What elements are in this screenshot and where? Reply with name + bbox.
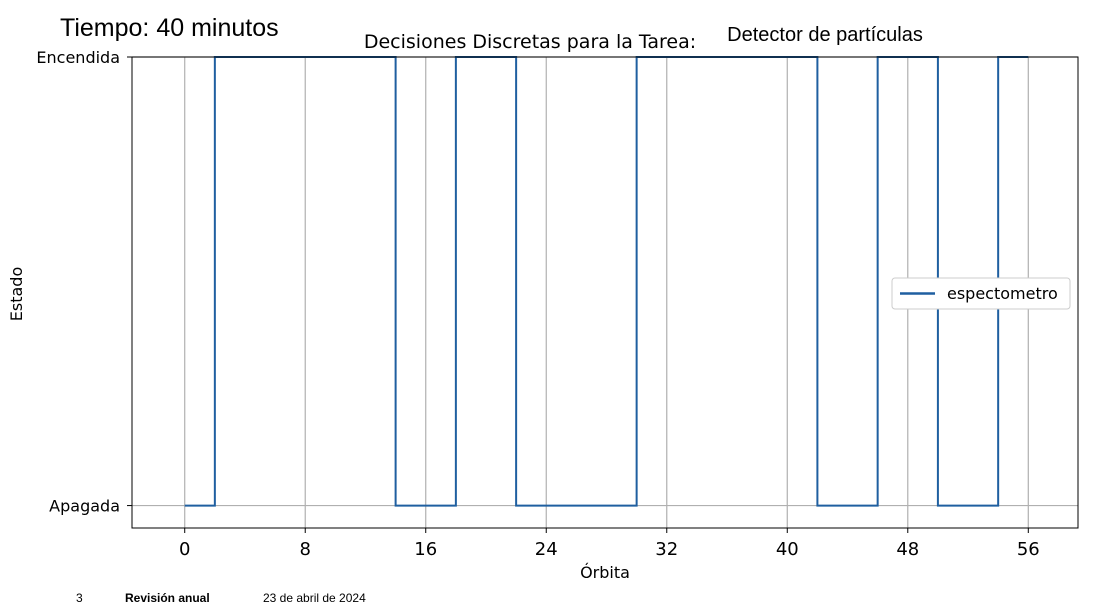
x-tick-label: 8 [300,539,311,560]
footer-page-number: 3 [76,591,83,605]
x-tick-label: 40 [776,539,799,560]
series-line-espectometro [184,56,1029,507]
y-axis-label: Estado [7,267,26,321]
x-tick-label: 56 [1017,539,1040,560]
time-value: Tiempo: 40 [60,14,185,42]
chart: 0 8 16 24 32 40 48 56 Apagada Encendida Decisione… [7,24,1079,582]
y-tick-label: Encendida [36,48,120,67]
legend-label: espectometro [947,284,1058,303]
chart-title: Decisiones Discretas para la Tarea: [364,31,696,53]
legend-box [891,277,1071,310]
time-label: Tiempo: 40 minutos [60,14,279,43]
x-axis-label: Órbita [580,563,630,582]
x-tick-label: 16 [414,539,437,560]
x-tick-label: 0 [179,539,190,560]
time-unit: minutos [191,14,279,42]
footer-title: Revisión anual [125,591,210,605]
data-layer [184,56,1029,507]
x-tick-label: 24 [535,539,558,560]
tick-layer: 0 8 16 24 32 40 48 56 Apagada Encendida [36,48,1039,560]
x-tick-label: 48 [896,539,919,560]
footer-date: 23 de abril de 2024 [263,591,366,605]
y-tick-label: Apagada [49,497,120,516]
x-tick-label: 32 [655,539,678,560]
plot-frame [131,56,1079,529]
overlay-title: Detector de partículas [727,24,923,46]
legend: espectometro [891,277,1071,310]
